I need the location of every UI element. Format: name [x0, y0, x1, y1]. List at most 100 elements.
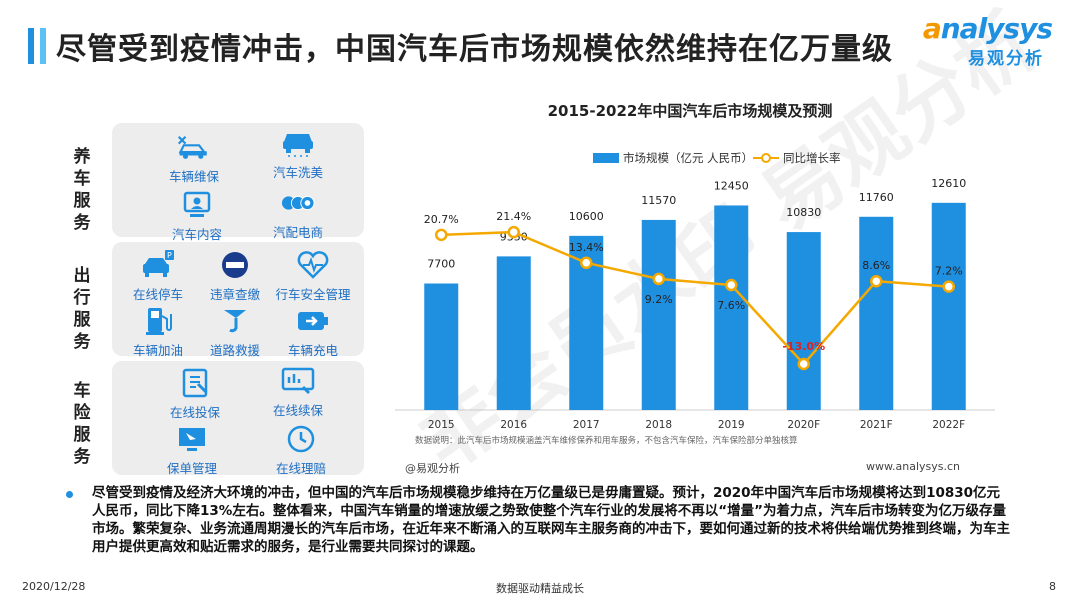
bar-value-label: 10830	[786, 206, 821, 219]
service-refueling: 车辆加油	[103, 306, 213, 359]
panel-insurance-services	[112, 361, 364, 475]
legend-market-size: 市场规模（亿元 人民币）	[593, 150, 753, 166]
car-wash-icon	[281, 128, 315, 158]
legend-growth-rate: 同比增长率	[753, 150, 841, 166]
service-label: 违章查缴	[209, 287, 260, 302]
title-accent-bar	[28, 28, 34, 64]
page-title: 尽管受到疫情冲击，中国汽车后市场规模依然维持在亿万量级	[56, 32, 893, 67]
service-car-content: 汽车内容	[142, 190, 252, 243]
bar-value-label: 10600	[569, 210, 604, 223]
service-car-wash: 汽车洗美	[243, 128, 353, 181]
service-label: 保单管理	[166, 461, 217, 476]
group-label-text: 养 车 服 务	[73, 147, 91, 233]
growth-rate-label: 7.2%	[935, 265, 963, 278]
charging-plug-icon	[296, 306, 330, 336]
legend-label: 市场规模（亿元 人民币）	[623, 151, 754, 165]
service-vehicle-maintenance: 车辆维保	[139, 132, 249, 185]
service-parts-ecommerce: 汽配电商	[243, 188, 353, 241]
service-label: 车辆加油	[132, 343, 183, 358]
growth-rate-label: 7.6%	[717, 299, 745, 312]
bar-2022F	[931, 202, 966, 410]
service-online-parking: P 在线停车	[103, 250, 213, 303]
bar-2020F	[786, 232, 821, 410]
x-tick-label: 2016	[500, 419, 527, 431]
panel-car-maintenance	[112, 123, 364, 237]
legend-line-swatch	[753, 153, 779, 163]
analysys-logo: analysys 易观分析	[920, 12, 1053, 74]
footer-date: 2020/12/28	[22, 580, 86, 593]
legend-bar-swatch	[593, 153, 619, 163]
service-violation-payment: 违章查缴	[180, 250, 290, 303]
content-screen-icon	[180, 190, 214, 220]
x-tick-label: 2022F	[932, 419, 965, 431]
car-wrench-icon	[177, 132, 211, 162]
service-online-claims: 在线理赔	[246, 424, 356, 477]
x-tick-label: 2017	[573, 419, 600, 431]
bar-value-label: 11760	[859, 191, 894, 204]
heart-pulse-icon	[296, 250, 330, 280]
legend-label: 同比增长率	[783, 151, 841, 165]
logo-cn-text: 易观分析	[968, 49, 1044, 69]
bar-value-label: 7700	[427, 258, 455, 271]
data-note: 数据说明：此汽车后市场规模涵盖汽车维修保养和用车服务，不包含汽车保险，汽车保险部…	[415, 436, 798, 446]
summary-text: 尽管受到疫情及经济大环境的冲击，但中国的汽车后市场规模稳步维持在万亿量级已是毋庸…	[92, 485, 1010, 555]
growth-rate-point	[580, 256, 593, 270]
bar-value-label: 12450	[714, 179, 749, 192]
group-label-insurance-services: 车 险 服 务	[62, 380, 102, 468]
growth-rate-label: -13.0%	[782, 340, 825, 353]
policy-monitor-icon	[175, 424, 209, 454]
service-label: 汽车洗美	[272, 165, 323, 180]
growth-rate-point	[435, 228, 448, 242]
service-label: 在线停车	[132, 287, 183, 302]
growth-rate-label: 9.2%	[645, 293, 673, 306]
market-size-chart: 7700935010600115701245010830117601261020…	[395, 177, 995, 431]
clock-claims-icon	[284, 424, 318, 454]
x-tick-label: 2019	[718, 419, 745, 431]
growth-rate-label: 13.4%	[569, 241, 604, 254]
insurance-document-icon	[178, 368, 212, 398]
service-label: 车辆充电	[287, 343, 338, 358]
growth-rate-label: 21.4%	[496, 210, 531, 223]
x-tick-label: 2015	[428, 419, 455, 431]
parking-car-icon: P	[141, 250, 175, 280]
service-roadside-rescue: 道路救援	[180, 306, 290, 359]
group-label-text: 出 行 服 务	[73, 266, 91, 352]
bar-value-label: 12610	[931, 177, 966, 190]
bar-2016	[496, 256, 531, 410]
service-label: 行车安全管理	[275, 287, 351, 302]
growth-rate-label: 8.6%	[862, 259, 890, 272]
tires-icon	[281, 188, 315, 218]
bar-value-label: 11570	[641, 194, 676, 207]
chart-title: 2015-2022年中国汽车后市场规模及预测	[547, 102, 833, 120]
service-online-renewal: 在线续保	[243, 366, 353, 419]
x-tick-label: 2021F	[860, 419, 893, 431]
growth-rate-line	[441, 230, 949, 366]
growth-rate-point	[507, 225, 520, 239]
growth-rate-point	[652, 272, 665, 286]
page-number: 8	[1049, 580, 1056, 593]
service-label: 车辆维保	[168, 169, 219, 184]
svg-text:P: P	[167, 251, 172, 260]
website-label: www.analysys.cn	[866, 460, 960, 473]
growth-rate-point	[725, 278, 738, 292]
growth-rate-point	[797, 357, 810, 371]
group-label-car-maintenance: 养 车 服 务	[62, 146, 102, 234]
service-label: 道路救援	[209, 343, 260, 358]
logo-initial: a	[922, 12, 942, 45]
bar-2018	[641, 219, 676, 410]
x-tick-label: 2020F	[787, 419, 820, 431]
service-label: 在线投保	[169, 405, 220, 420]
title-accent-bar-light	[40, 28, 46, 64]
fuel-pump-icon	[141, 306, 175, 336]
service-policy-management: 保单管理	[137, 424, 247, 477]
group-label-travel-services: 出 行 服 务	[62, 265, 102, 353]
service-label: 汽车内容	[171, 227, 222, 242]
service-vehicle-charging: 车辆充电	[258, 306, 368, 359]
growth-rate-point	[942, 280, 955, 293]
growth-rate-label: 20.7%	[424, 213, 459, 226]
bullet-dot	[66, 491, 73, 498]
bar-2019	[714, 205, 749, 410]
bar-2021F	[859, 216, 894, 410]
logo-en-text: nalysys	[940, 12, 1053, 45]
source-label: @易观分析	[405, 462, 460, 475]
